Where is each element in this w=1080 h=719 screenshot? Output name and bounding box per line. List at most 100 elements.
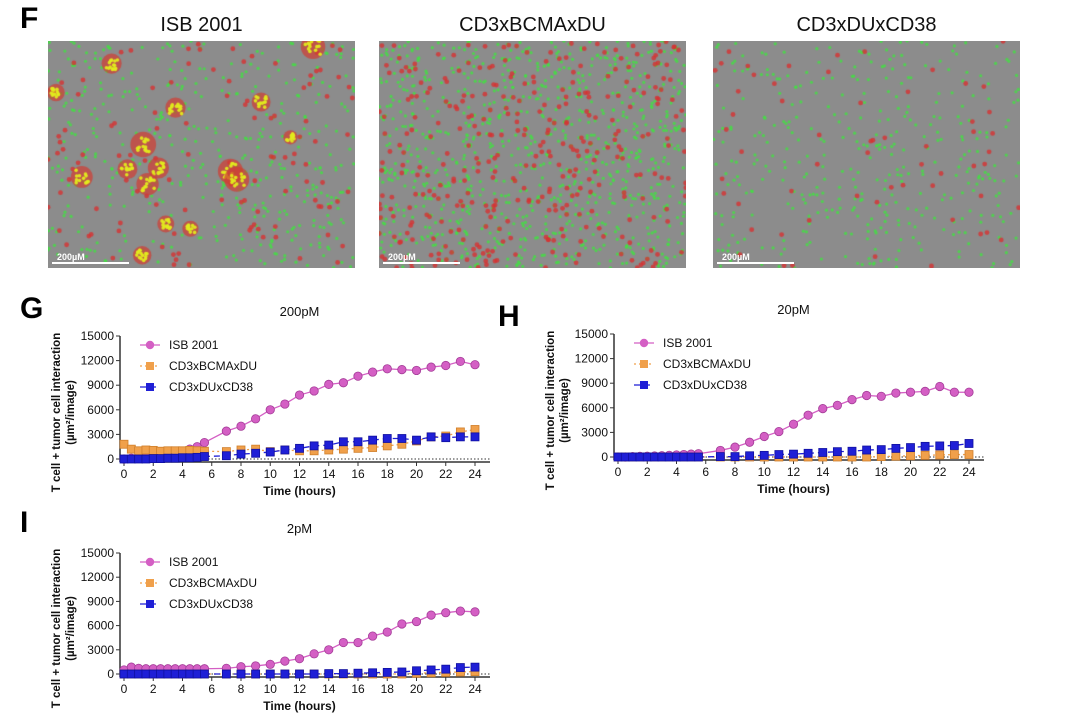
y-tick-label: 12000 — [81, 570, 115, 584]
x-tick-label: 8 — [238, 682, 245, 696]
data-point — [200, 669, 209, 679]
y-tick-label: 3000 — [87, 427, 114, 441]
micrograph-cd3xbcmaxdu: 200µM — [379, 41, 686, 268]
legend-label: ISB 2001 — [169, 338, 219, 352]
x-tick-label: 18 — [381, 467, 395, 481]
data-point — [411, 616, 422, 627]
micrograph-title: CD3xBCMAxDU — [459, 14, 606, 36]
data-point — [178, 453, 187, 463]
data-point — [185, 669, 195, 679]
data-point — [221, 669, 231, 679]
data-point — [338, 669, 348, 678]
series-line-1 — [123, 428, 476, 453]
data-point — [935, 441, 945, 451]
data-point — [803, 448, 813, 458]
data-point — [818, 404, 828, 414]
x-tick-label: 6 — [208, 467, 215, 481]
micrograph-image — [713, 41, 1020, 268]
data-point — [178, 669, 187, 679]
data-point — [294, 654, 305, 664]
data-point — [818, 448, 828, 457]
data-point — [368, 631, 378, 641]
data-point — [156, 446, 165, 456]
data-point — [694, 452, 703, 462]
legend-label: CD3xDUxCD38 — [169, 597, 253, 611]
y-tick-label: 9000 — [581, 376, 608, 390]
data-point — [628, 452, 638, 462]
legend-label: CD3xBCMAxDU — [169, 576, 257, 590]
y-tick-label: 0 — [107, 667, 114, 681]
x-tick-label: 0 — [615, 465, 622, 479]
legend-marker — [146, 579, 154, 587]
data-point — [148, 445, 158, 455]
data-point — [397, 365, 407, 375]
data-point — [368, 668, 378, 678]
data-point — [280, 669, 290, 679]
data-point — [455, 356, 465, 367]
data-point — [368, 367, 378, 377]
data-point — [412, 435, 421, 445]
y-tick-label: 15000 — [575, 327, 609, 341]
data-point — [126, 454, 136, 464]
legend-label: CD3xDUxCD38 — [663, 378, 747, 392]
x-tick-label: 8 — [732, 465, 739, 479]
y-axis-label: T cell + tumor cell interaction — [51, 333, 63, 492]
data-point — [759, 431, 769, 442]
data-point — [236, 669, 246, 679]
chart-title: 20pM — [777, 302, 810, 317]
data-point — [170, 669, 180, 679]
x-tick-label: 4 — [179, 467, 186, 481]
data-point — [265, 669, 275, 679]
data-point — [862, 445, 872, 455]
x-tick-label: 4 — [673, 465, 680, 479]
data-point — [426, 610, 436, 620]
y-tick-label: 3000 — [87, 643, 114, 657]
data-point — [251, 448, 261, 458]
legend-marker — [640, 381, 648, 389]
data-point — [949, 441, 959, 450]
legend-marker — [146, 362, 154, 370]
data-point — [141, 669, 151, 679]
data-point — [441, 608, 451, 618]
data-point — [470, 432, 480, 442]
data-point — [148, 454, 158, 463]
y-tick-label: 0 — [107, 452, 114, 466]
x-tick-label: 20 — [410, 682, 424, 696]
data-point — [891, 451, 901, 461]
data-point — [170, 453, 180, 463]
data-point — [163, 446, 173, 456]
x-axis-label: Time (hours) — [263, 484, 335, 498]
data-point — [642, 452, 652, 462]
data-point — [920, 386, 930, 396]
data-point — [635, 452, 645, 462]
data-point — [455, 663, 465, 672]
x-axis-label: Time (hours) — [757, 482, 829, 496]
data-point — [672, 452, 681, 462]
data-point — [148, 669, 158, 679]
y-tick-label: 15000 — [81, 329, 115, 343]
data-point — [470, 360, 480, 370]
x-tick-label: 12 — [293, 682, 307, 696]
data-point — [412, 666, 421, 676]
scale-bar: 200µM — [717, 252, 794, 264]
x-tick-label: 0 — [121, 467, 128, 481]
legend-label: CD3xBCMAxDU — [169, 359, 257, 373]
x-tick-label: 4 — [179, 682, 186, 696]
data-point — [353, 371, 363, 381]
x-tick-label: 14 — [816, 465, 830, 479]
data-point — [353, 637, 363, 648]
data-point — [185, 453, 195, 463]
x-tick-label: 10 — [264, 467, 278, 481]
data-point — [324, 379, 334, 389]
x-tick-label: 22 — [439, 467, 453, 481]
data-point — [156, 454, 165, 463]
y-axis-label: T cell + tumor cell interaction — [51, 549, 63, 708]
legend-marker — [146, 600, 154, 608]
x-tick-label: 24 — [468, 682, 482, 696]
data-point — [119, 439, 129, 449]
data-point — [847, 394, 857, 405]
data-point — [664, 452, 674, 462]
data-point — [295, 443, 304, 453]
data-point — [455, 606, 465, 616]
